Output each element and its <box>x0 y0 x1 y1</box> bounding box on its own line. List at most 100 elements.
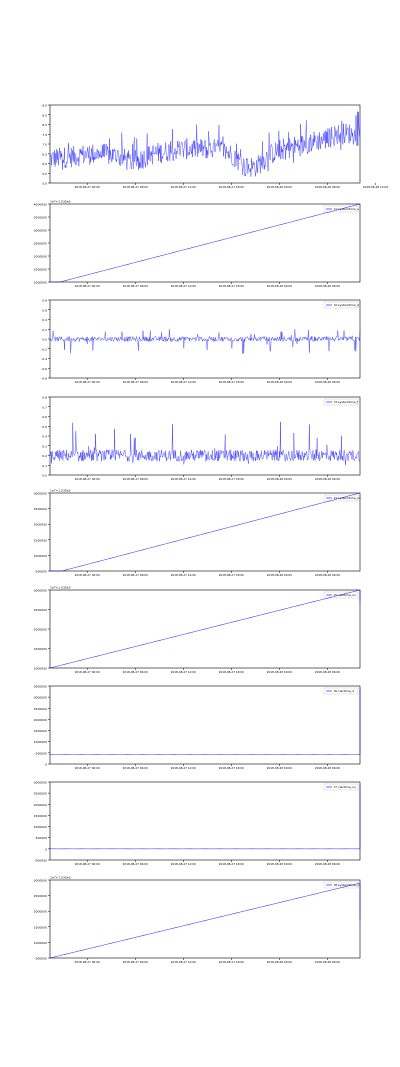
x-tick-label: 2018-08-27 12:00 <box>171 862 196 866</box>
x-tick-label: 2018-08-28 06:00 <box>315 862 340 866</box>
y-tick-label: 3500000 <box>34 685 47 689</box>
series-line <box>49 111 361 177</box>
y-tick-label: 8.5 <box>42 113 47 117</box>
x-tick-label: 2018-08-27 18:00 <box>219 380 244 384</box>
y-tick-label: 500000 <box>36 836 48 840</box>
x-tick-label: 2018-08-28 00:00 <box>267 670 292 674</box>
x-tick-label: 2018-08-28 06:00 <box>315 573 340 577</box>
series-line <box>49 329 361 354</box>
x-tick-label: 2018-08-27 12:00 <box>171 380 196 384</box>
y-offset-label: 1e7+1.535e3 <box>50 200 71 204</box>
legend-label: t2.systemtime_d <box>334 303 359 307</box>
x-tick-label: 2018-08-27 18:00 <box>219 477 244 481</box>
y-tick-label: 0.8 <box>42 299 47 303</box>
y-tick-label: 3500000 <box>34 216 47 220</box>
y-tick-label: 1500000 <box>34 925 47 929</box>
x-tick-label: 2018-08-28 06:00 <box>315 380 340 384</box>
y-tick-label: 9.0 <box>42 104 47 108</box>
y-tick-label: -0.6 <box>41 367 47 371</box>
y-tick-label: 500000 <box>36 751 48 755</box>
x-tick-label: 2018-08-27 06:00 <box>123 766 148 770</box>
axes-frame <box>49 299 361 379</box>
x-tick-label: 2018-08-28 06:00 <box>315 185 340 189</box>
x-tick-label: 2018-08-27 18:00 <box>219 670 244 674</box>
axes-frame <box>49 781 361 861</box>
x-tick-label: 2018-08-27 12:00 <box>171 573 196 577</box>
legend-label: t1.systemtime_s <box>334 207 359 211</box>
y-tick-label: 2000000 <box>34 628 47 632</box>
series-line <box>49 421 361 465</box>
y-tick-label: 0.2 <box>42 328 47 332</box>
chart-panel-8: 3000000 2500000 2000000 1500000 1000000 50000… <box>34 781 361 866</box>
series-line <box>49 589 361 669</box>
x-tick-label: 2018-08-27 12:00 <box>171 477 196 481</box>
axes-frame <box>49 685 361 765</box>
y-tick-label: 1500000 <box>34 729 47 733</box>
x-tick-label: 2018-08-27 06:00 <box>123 573 148 577</box>
y-tick-label: 2500000 <box>34 894 47 898</box>
axes-frame <box>49 879 361 959</box>
y-tick-label: -500000 <box>34 859 47 863</box>
x-tick-label: 2018-08-27 12:00 <box>171 960 196 964</box>
x-tick-label: 2018-08-27 18:00 <box>219 185 244 189</box>
y-tick-label: 1500000 <box>34 647 47 651</box>
x-tick-label: 2018-08-27 00:00 <box>75 573 100 577</box>
x-tick-label: 2018-08-28 00:00 <box>267 573 292 577</box>
x-tick-label: 2018-08-28 00:00 <box>267 284 292 288</box>
x-tick-label: 2018-08-27 18:00 <box>219 284 244 288</box>
y-tick-label: 2500000 <box>34 507 47 511</box>
y-tick-label: 500000 <box>36 957 48 961</box>
x-tick-label: 2018-08-27 18:00 <box>219 573 244 577</box>
y-tick-label: 0.1 <box>42 464 47 468</box>
x-tick-label: 2018-08-27 18:00 <box>219 862 244 866</box>
series-line <box>50 203 361 283</box>
x-tick-label: 2018-08-27 00:00 <box>75 670 100 674</box>
y-offset-label: 1e7+1.535e3 <box>50 586 71 590</box>
y-tick-label: 2500000 <box>34 242 47 246</box>
y-tick-label: 0.4 <box>42 318 47 322</box>
y-tick-label: 2000000 <box>34 718 47 722</box>
y-tick-label: 3000000 <box>34 879 47 883</box>
y-tick-label: 0.0 <box>42 474 47 478</box>
x-tick-label: 2018-08-28 06:00 <box>315 284 340 288</box>
x-tick-label: 2018-08-27 12:00 <box>171 670 196 674</box>
x-tick-label: 2018-08-27 06:00 <box>123 380 148 384</box>
y-offset-label: 1e7+1.535e3 <box>50 876 71 880</box>
y-tick-label: 2000000 <box>34 255 47 259</box>
x-tick-label: 2018-08-28 12:00 <box>363 185 388 189</box>
chart-panel-7: 3500000 3000000 2500000 2000000 1500000 10000… <box>34 685 361 770</box>
legend-box <box>323 881 359 889</box>
x-tick-label: 2018-08-27 18:00 <box>219 766 244 770</box>
y-tick-label: 3000000 <box>34 229 47 233</box>
y-tick-label: 6.5 <box>42 152 47 156</box>
y-tick-label: 2000000 <box>34 523 47 527</box>
legend-box <box>323 687 359 695</box>
x-tick-label: 2018-08-27 00:00 <box>75 960 100 964</box>
y-tick-label: 2500000 <box>34 792 47 796</box>
y-tick-label: 7.0 <box>42 143 47 147</box>
y-tick-label: 6.0 <box>42 162 47 166</box>
legend-label: t8.systemtime_ns <box>334 883 361 887</box>
y-tick-label: 5.5 <box>42 172 47 176</box>
axes-frame <box>49 396 361 476</box>
x-tick-label: 2018-08-27 00:00 <box>75 766 100 770</box>
y-tick-label: 0.5 <box>42 425 47 429</box>
y-tick-label: 1500000 <box>34 268 47 272</box>
y-tick-label: 1000000 <box>34 740 47 744</box>
x-tick-label: 2018-08-28 00:00 <box>267 380 292 384</box>
y-tick-label: 4000000 <box>34 203 47 207</box>
chart-panel-4: 0.8 0.7 0.6 0.5 0.4 0.3 0.2 0.1 0.0 2018-08-27 00… <box>42 396 361 481</box>
x-tick-label: 2018-08-28 06:00 <box>315 670 340 674</box>
chart-panel-3: 0.8 0.6 0.4 0.2 0.0 -0.2 -0.4 -0.6 -0.8 2018-08-2… <box>41 299 361 384</box>
y-tick-label: 1000000 <box>34 941 47 945</box>
x-tick-label: 2018-08-27 00:00 <box>75 862 100 866</box>
x-tick-label: 2018-08-27 06:00 <box>123 862 148 866</box>
y-tick-label: -0.4 <box>41 357 47 361</box>
y-tick-label: 0.0 <box>42 338 47 342</box>
y-tick-label: 1000000 <box>34 667 47 671</box>
x-tick-label: 2018-08-28 00:00 <box>267 862 292 866</box>
chart-panel-2: 4000000 3500000 3000000 2500000 2000000 15000… <box>34 200 361 288</box>
x-tick-label: 2018-08-27 06:00 <box>123 960 148 964</box>
legend-box <box>323 301 359 309</box>
